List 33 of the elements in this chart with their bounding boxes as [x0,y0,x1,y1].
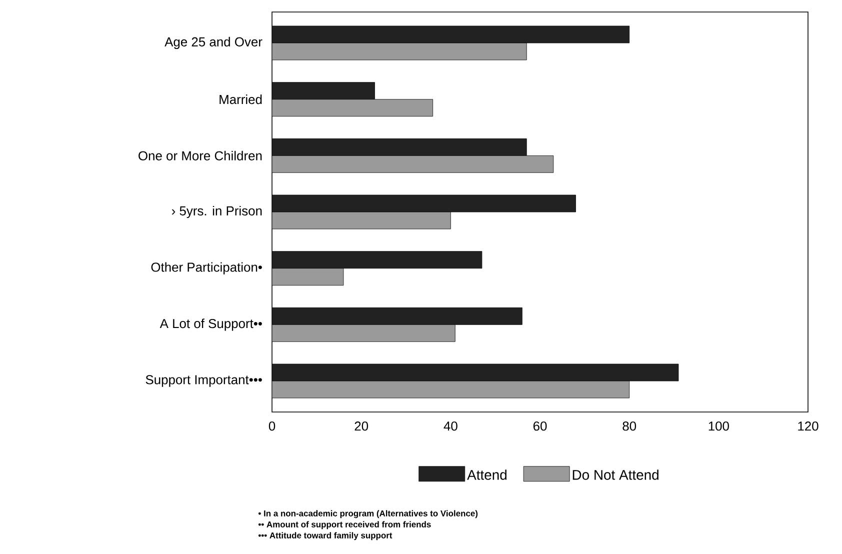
bar [272,26,630,44]
x-tick-label: 100 [708,422,729,431]
legend-label: Attend [467,470,506,480]
bar [272,42,527,60]
y-tick-label: › 5yrs. in Prison [172,206,262,218]
x-tick-label: 60 [533,422,547,431]
x-tick-label: 0 [268,422,276,431]
y-tick-label: Married [220,94,262,104]
bar [272,380,630,398]
bar [272,324,456,342]
bar [272,212,451,230]
y-tick-label: A Lot of Support•• [160,318,262,331]
bar [272,82,375,100]
bar [272,268,344,286]
bar [272,155,554,173]
y-tick-label: Other Participation• [151,262,262,274]
bar [272,251,482,269]
bar [272,194,576,212]
y-tick-label: Support Important••• [146,375,262,387]
x-tick-label: 20 [354,422,368,431]
bar [272,99,434,117]
text: • In a non-academic program (Alternatives to Violence) [258,510,478,518]
y-tick-label: Age 25 and Over [164,36,262,50]
x-tick-label: 80 [622,422,636,431]
x-tick-label: 40 [444,422,458,431]
legend-label: Do Not Attend [572,470,658,480]
text: •• Amount of support received from friends [258,521,431,530]
text: ••• Attitude toward family support [258,532,392,540]
y-tick-label: One or More Children [138,150,262,160]
bar [272,138,527,156]
bar [272,307,522,325]
bar [272,364,679,382]
x-tick-label: 120 [798,422,818,431]
